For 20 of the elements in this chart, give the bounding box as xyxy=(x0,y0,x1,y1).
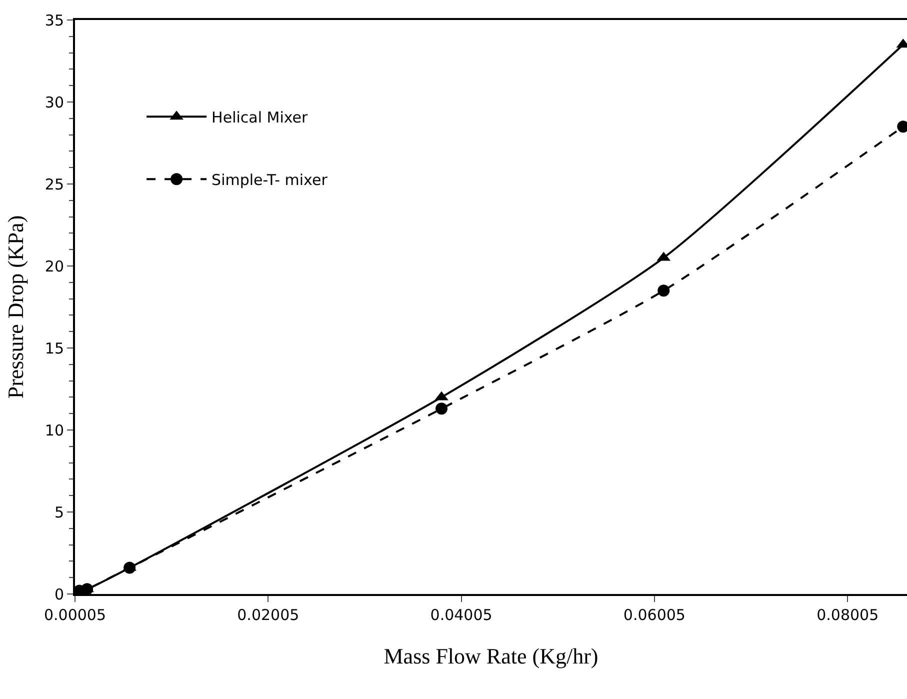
legend-label: Helical Mixer xyxy=(212,108,309,126)
x-tick-label: 0.04005 xyxy=(430,606,492,624)
y-tick-label: 15 xyxy=(44,339,64,358)
y-tick-label: 20 xyxy=(44,257,64,276)
point xyxy=(124,562,136,574)
point xyxy=(436,402,448,415)
y-tick-label: 30 xyxy=(44,93,64,112)
y-tick-label: 10 xyxy=(44,421,64,440)
y-tick-label: 25 xyxy=(44,175,64,194)
x-tick-label: 0.08005 xyxy=(816,606,879,624)
x-axis-title: Mass Flow Rate (Kg/hr) xyxy=(384,643,598,668)
x-tick-label: 0.06005 xyxy=(623,606,686,624)
y-tick-label: 35 xyxy=(44,11,64,30)
y-tick-label: 0 xyxy=(54,585,64,604)
x-tick-label: 0.00005 xyxy=(44,606,106,624)
y-tick-label: 5 xyxy=(54,503,64,522)
x-tick-label: 0.02005 xyxy=(237,606,300,624)
point xyxy=(658,284,670,297)
legend-label: Simple-T- mixer xyxy=(212,170,328,189)
y-axis-title: Pressure Drop (KPa) xyxy=(3,215,28,399)
